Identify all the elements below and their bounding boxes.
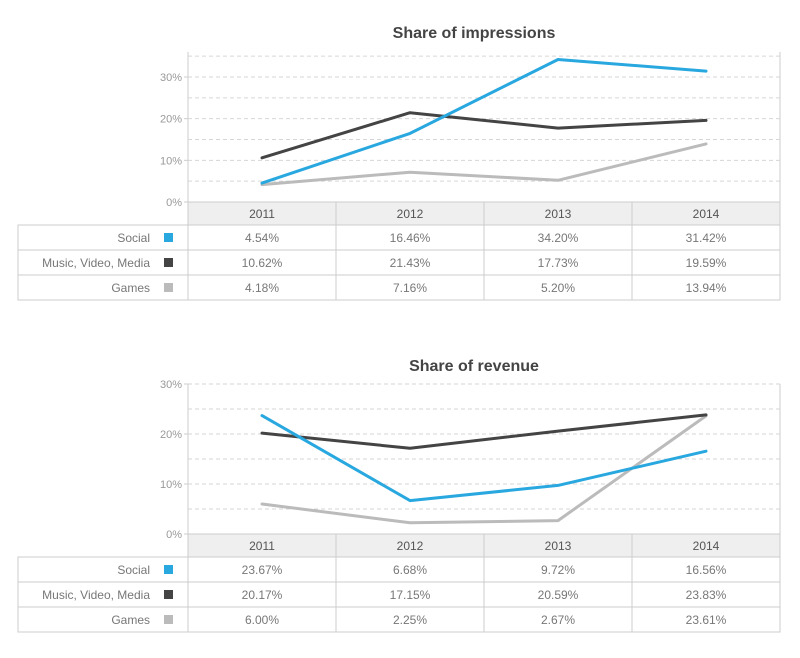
data-cell: 19.59% — [686, 256, 727, 270]
series-line-games — [260, 414, 708, 525]
data-cell: 6.00% — [245, 613, 279, 627]
series-line-games — [260, 142, 708, 187]
x-category-label: 2013 — [545, 207, 572, 221]
data-cell: 7.16% — [393, 281, 427, 295]
y-tick-label: 30% — [160, 72, 182, 84]
legend-swatch — [164, 615, 173, 624]
legend-swatch — [164, 233, 173, 242]
data-cell: 31.42% — [686, 231, 727, 245]
data-cell: 23.83% — [686, 588, 727, 602]
table-row — [17, 274, 781, 301]
x-category-label: 2012 — [397, 207, 424, 221]
data-cell: 4.18% — [245, 281, 279, 295]
x-category-label: 2011 — [249, 539, 275, 553]
data-cell: 23.61% — [686, 613, 727, 627]
x-category-label: 2014 — [693, 539, 720, 553]
series-label: Music, Video, Media — [42, 256, 150, 270]
legend-swatch — [164, 258, 173, 267]
x-category-label: 2013 — [545, 539, 572, 553]
legend-swatch — [164, 283, 173, 292]
table-row — [17, 249, 781, 276]
series-label: Social — [117, 231, 150, 245]
legend-swatch — [164, 565, 173, 574]
table-row — [17, 606, 781, 633]
data-cell: 17.73% — [538, 256, 579, 270]
data-cell: 4.54% — [245, 231, 279, 245]
chart-revenue: Share of revenue 0% 10% 20% 30% 2011 2012 2013 2… — [17, 358, 781, 633]
legend-swatch — [164, 590, 173, 599]
series-label: Social — [117, 563, 150, 577]
table-row — [17, 581, 781, 608]
x-category-label: 2011 — [249, 207, 275, 221]
chart-title: Share of impressions — [393, 25, 556, 42]
y-tick-label: 20% — [160, 429, 182, 441]
y-tick-label: 0% — [166, 197, 182, 209]
y-tick-label: 20% — [160, 114, 182, 126]
y-tick-label: 30% — [160, 379, 182, 391]
series-line-social — [260, 414, 708, 503]
x-category-label: 2012 — [397, 539, 424, 553]
data-cell: 2.67% — [541, 613, 575, 627]
series-label: Music, Video, Media — [42, 588, 150, 602]
data-cell: 5.20% — [541, 281, 575, 295]
data-cell: 16.56% — [686, 563, 727, 577]
data-cell: 2.25% — [393, 613, 427, 627]
x-category-label: 2014 — [693, 207, 720, 221]
series-label: Games — [111, 281, 150, 295]
data-cell: 20.59% — [538, 588, 579, 602]
data-cell: 10.62% — [242, 256, 283, 270]
y-tick-label: 10% — [160, 479, 182, 491]
data-cell: 20.17% — [242, 588, 283, 602]
data-cell: 34.20% — [538, 231, 579, 245]
series-line-social — [260, 58, 708, 185]
data-cell: 21.43% — [390, 256, 431, 270]
table-row — [17, 556, 781, 583]
chart-title: Share of revenue — [409, 358, 539, 375]
data-cell: 9.72% — [541, 563, 575, 577]
series-line-music-video-media — [260, 111, 708, 160]
series-line-music-video-media — [260, 413, 708, 450]
chart-impressions: Share of impressions 0% 10% 20% 30% 2011 2012 2… — [17, 25, 781, 301]
data-cell: 16.46% — [390, 231, 431, 245]
series-label: Games — [111, 613, 150, 627]
data-cell: 23.67% — [242, 563, 283, 577]
data-cell: 6.68% — [393, 563, 427, 577]
y-tick-label: 0% — [166, 529, 182, 541]
data-cell: 13.94% — [686, 281, 727, 295]
y-tick-label: 10% — [160, 155, 182, 167]
table-row — [17, 224, 781, 251]
data-cell: 17.15% — [390, 588, 431, 602]
